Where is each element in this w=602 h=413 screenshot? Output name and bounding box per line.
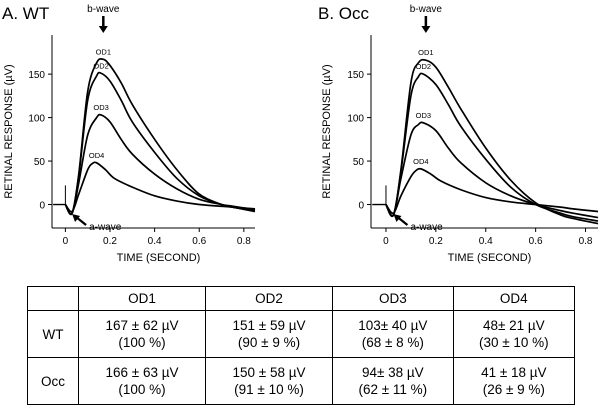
table-header-cell: OD3 [332,285,454,312]
series-line-od4 [385,167,599,215]
x-tick-label: 0 [383,236,389,247]
a-wave-label: a-wave [89,222,122,233]
series-label: OD2 [93,61,108,70]
table-header-cell: OD4 [452,285,576,312]
x-tick-label: 0.8 [237,236,251,247]
a-wave-label: a-wave [410,222,443,233]
table-cell: 150 ± 58 µV (91 ± 10 %) [205,357,334,405]
table-header-row: OD1 OD2 OD3 OD4 [27,285,576,312]
y-tick-label: 50 [353,157,365,168]
y-tick-label: 150 [347,70,364,81]
a-wave-arrow-head [393,213,402,222]
x-axis-label: TIME (SECOND) [117,252,201,264]
x-tick-label: 0.4 [479,236,493,247]
x-axis-label: TIME (SECOND) [448,252,532,264]
y-tick-label: 150 [28,70,45,81]
series-line-od4 [64,161,256,213]
series-label: OD3 [93,103,108,112]
panel-title: A. WT [2,4,49,23]
row-label: WT [27,310,79,359]
series-label: OD4 [89,151,104,160]
series-label: OD1 [418,48,433,57]
series-line-od2 [385,72,599,222]
results-table: OD1 OD2 OD3 OD4 WT 167 ± 62 µV (100 %) 15… [27,285,576,405]
y-axis-label: RETINAL RESPONSE (µV) [3,64,15,198]
series-line-od3 [64,113,256,215]
table-cell: 94± 38 µV (62 ± 11 %) [332,357,454,405]
table-cell: 167 ± 62 µV (100 %) [77,310,207,359]
panel-occ: B. Occ 0 50 100 150 0 0.2 0.4 0.6 0.8 TIME (SECOND… [318,4,599,264]
x-tick-label: 0 [63,236,69,247]
series-label: OD4 [413,157,428,166]
series-label: OD1 [96,47,111,56]
x-tick-label: 0.2 [103,236,117,247]
panel-title: B. Occ [318,4,370,23]
x-tick-label: 0.2 [429,236,443,247]
table-header-cell: OD1 [77,285,207,312]
y-tick-label: 100 [28,114,45,125]
panel-wt: A. WT 0 50 100 150 0 0.2 0.4 0.6 0.8 TIME (SECOND)… [2,4,256,264]
table-header-cell: OD2 [205,285,334,312]
table-cell: 166 ± 63 µV (100 %) [77,357,207,405]
table-header-cell [27,285,79,312]
b-wave-arrow-head [98,26,108,33]
table-cell: 48± 21 µV (30 ± 10 %) [452,310,576,359]
figure-panels: A. WT 0 50 100 150 0 0.2 0.4 0.6 0.8 TIME (SECOND)… [2,4,599,264]
b-wave-label: b-wave [410,4,443,15]
series-line-od3 [385,121,599,219]
series-line-od2 [64,71,256,216]
y-tick-label: 50 [34,157,46,168]
y-axis-label: RETINAL RESPONSE (µV) [321,64,333,198]
x-tick-label: 0.6 [192,236,206,247]
table-cell: 103± 40 µV (68 ± 8 %) [332,310,454,359]
y-tick-label: 0 [39,201,45,212]
table-cell: 41 ± 18 µV (26 ± 9 %) [452,357,576,405]
x-tick-label: 0.4 [148,236,162,247]
table-row: Occ 166 ± 63 µV (100 %) 150 ± 58 µV (91 ± … [27,357,576,405]
row-label: Occ [27,357,79,405]
series-label: OD3 [416,111,431,120]
x-tick-label: 0.6 [529,236,543,247]
y-tick-label: 0 [358,201,364,212]
series-label: OD2 [416,62,431,71]
y-tick-label: 100 [347,114,364,125]
table-cell: 151 ± 59 µV (90 ± 9 %) [205,310,334,359]
x-tick-label: 0.8 [579,236,593,247]
a-wave-arrow-head [72,213,81,222]
b-wave-arrow-head [421,26,431,33]
table-row: WT 167 ± 62 µV (100 %) 151 ± 59 µV (90 ± 9… [27,310,576,359]
b-wave-label: b-wave [87,4,120,15]
